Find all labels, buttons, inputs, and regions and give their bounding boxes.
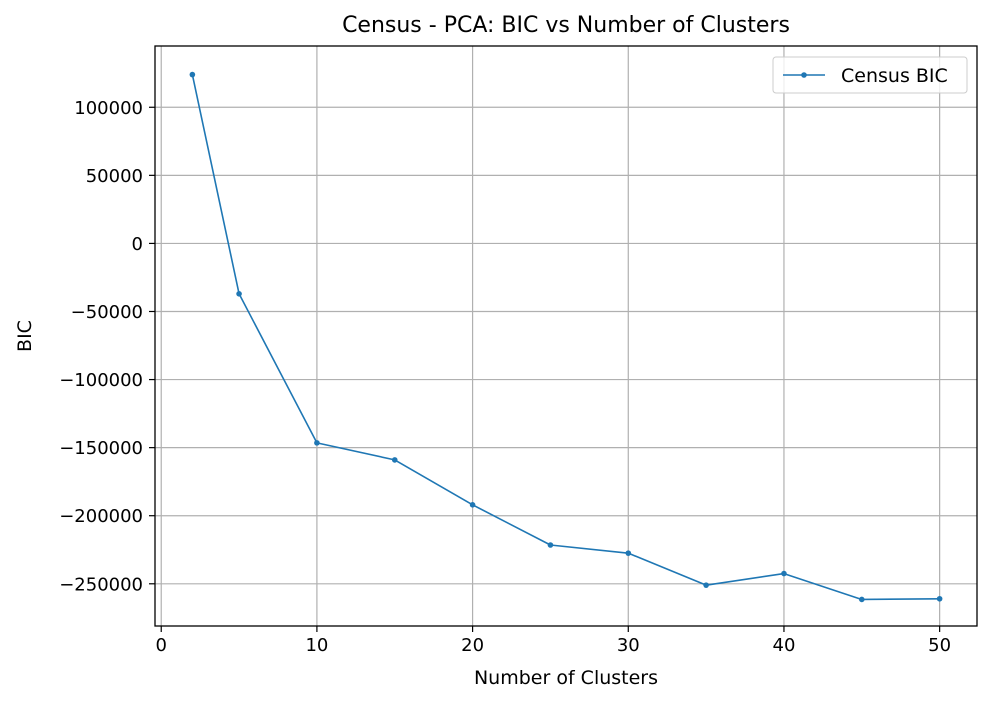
x-tick-label: 20 [461,635,484,656]
x-tick-label: 40 [773,635,796,656]
data-point [547,542,554,548]
data-point [858,596,865,603]
y-tick-label: 100000 [74,98,143,119]
x-tick-label: 0 [156,635,167,656]
legend-label: Census BIC [841,65,948,87]
y-tick-label: 0 [132,234,143,255]
data-point [236,290,242,297]
legend-marker-swatch [801,72,807,78]
y-tick-label: −100000 [59,370,143,391]
data-point [936,595,943,602]
data-point [781,570,787,577]
plot-series [189,71,943,603]
data-point [625,550,632,556]
y-axis-title: BIC [14,320,36,352]
x-tick-label: 50 [928,635,951,656]
y-tick-label: −250000 [59,574,143,595]
grid-lines [155,46,977,626]
y-tick-label: −50000 [71,302,143,323]
data-point [703,582,709,588]
x-tick-label: 10 [305,635,328,656]
axis-ticks: 0 10 20 30 40 50 100000 50000 0 −50000 −100000 −150… [59,98,951,656]
y-tick-label: −200000 [59,506,143,527]
legend: Census BIC [772,56,968,94]
y-tick-label: −150000 [59,438,143,459]
data-point [314,440,320,446]
x-tick-label: 30 [617,635,640,656]
data-point [189,71,196,78]
chart-title: Census - PCA: BIC vs Number of Clusters [342,13,790,38]
x-axis-title: Number of Clusters [474,667,658,689]
legend-box [772,56,968,94]
y-tick-label: 50000 [86,166,143,187]
data-point [469,502,476,508]
data-point [391,457,398,463]
plot-area-frame [154,45,978,627]
